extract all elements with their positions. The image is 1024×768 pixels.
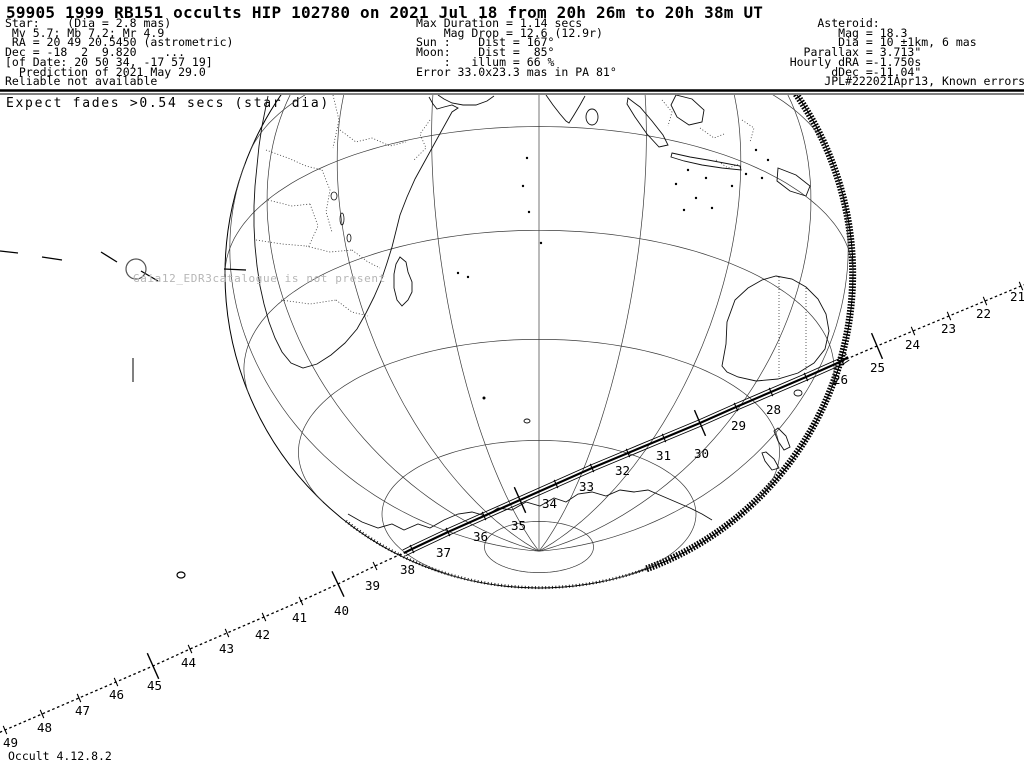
- sumatra: [626, 97, 669, 148]
- isolated-island-mark: [176, 571, 186, 579]
- track-minute-label: 45: [147, 678, 162, 693]
- track-minute-label: 21: [1010, 289, 1024, 304]
- madagascar: [393, 256, 413, 307]
- antarctica-coast: [347, 489, 713, 531]
- limb-hatch-band: [644, 95, 857, 573]
- australia-coast: [721, 275, 830, 382]
- track-minute-label: 48: [37, 720, 52, 735]
- track-minute-label: 37: [436, 545, 451, 560]
- star-info-block: Star: (Dia = 2.8 mas) Mv 5.7; Mb 7.2; Mr…: [5, 16, 234, 89]
- track-minute-label: 25: [870, 360, 885, 375]
- sri-lanka: [585, 108, 599, 126]
- globe-group: [224, 95, 857, 590]
- tasmania: [793, 389, 803, 397]
- new-zealand-north: [773, 427, 791, 451]
- track-minute-label: 46: [109, 687, 124, 702]
- track-minute-label: 36: [473, 529, 488, 544]
- track-minute-label: 39: [365, 578, 380, 593]
- expect-fades-note: Expect fades >0.54 secs (star dia): [6, 96, 330, 111]
- track-minute-label: 26: [833, 372, 848, 387]
- track-minute-label: 38: [400, 562, 415, 577]
- software-version: Occult 4.12.8.2: [8, 749, 112, 763]
- india-coast: [545, 95, 586, 124]
- borneo: [670, 95, 705, 126]
- africa-coast: [253, 95, 459, 369]
- track-minute-label: 44: [181, 655, 196, 670]
- track-minute-label: 43: [219, 641, 234, 656]
- track-minute-label: 30: [694, 446, 709, 461]
- coastlines: [253, 95, 830, 531]
- new-guinea: [776, 167, 811, 197]
- shadow-track: 21 22 23 24 25 26 28 29 30 31 32 33 34 35 36 37 38 39 40 41…: [0, 281, 1024, 750]
- event-info-block: Max Duration = 1.14 secs Mag Drop = 12.6…: [416, 16, 617, 79]
- graticule: [224, 95, 854, 582]
- track-minute-label: 42: [255, 627, 270, 642]
- track-minute-label: 24: [905, 337, 920, 352]
- catalogue-watermark: Gaia12_EDR3catalogue is not present: [133, 272, 386, 285]
- star-symbol-circle: [125, 258, 147, 280]
- lakes: [330, 191, 352, 243]
- track-minute-label: 31: [656, 448, 671, 463]
- java: [670, 152, 742, 171]
- track-minute-label: 22: [976, 306, 991, 321]
- track-minute-label: 35: [511, 518, 526, 533]
- heard-island: [523, 418, 531, 424]
- track-minute-label: 47: [75, 703, 90, 718]
- track-minute-label: 32: [615, 463, 630, 478]
- track-minute-label: 33: [579, 479, 594, 494]
- track-minute-label: 28: [766, 402, 781, 417]
- track-minute-label: 40: [334, 603, 349, 618]
- new-zealand-south: [761, 451, 780, 471]
- page-title: 59905 1999 RB151 occults HIP 102780 on 2…: [6, 3, 764, 22]
- asteroid-info-block: Asteroid: Mag = 18.3 Dia = 10 ±1km, 6 ma…: [789, 16, 1024, 89]
- country-borders: [255, 95, 807, 378]
- track-minute-label: 41: [292, 610, 307, 625]
- track-minute-label: 49: [3, 735, 18, 750]
- star-path-marks: [0, 250, 247, 382]
- track-minute-label: 29: [731, 418, 746, 433]
- island-dots: [456, 148, 770, 400]
- track-minute-label: 23: [941, 321, 956, 336]
- arabia-coast: [437, 95, 495, 106]
- track-minute-label: 34: [542, 496, 557, 511]
